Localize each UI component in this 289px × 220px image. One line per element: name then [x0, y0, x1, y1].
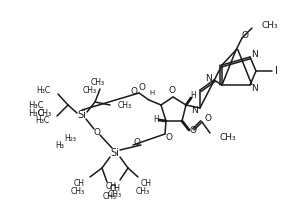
- Text: CH₃: CH₃: [83, 86, 97, 95]
- Text: CH₃: CH₃: [38, 108, 52, 117]
- Text: Si: Si: [77, 110, 86, 120]
- Text: O: O: [166, 132, 173, 141]
- Text: CH: CH: [141, 178, 152, 187]
- Text: CH₃: CH₃: [103, 191, 117, 200]
- Text: H: H: [149, 90, 155, 96]
- Text: H₃: H₃: [55, 141, 64, 150]
- Text: H: H: [153, 114, 159, 123]
- Text: O: O: [168, 86, 175, 95]
- Text: N: N: [206, 73, 212, 82]
- Text: O: O: [138, 82, 145, 92]
- Text: CH₃: CH₃: [71, 187, 85, 196]
- Text: Si: Si: [111, 148, 119, 158]
- Text: CH₃: CH₃: [118, 101, 132, 110]
- Text: H₃C: H₃C: [28, 108, 44, 117]
- Text: CH₃: CH₃: [136, 187, 150, 196]
- Text: H₂₃: H₂₃: [64, 134, 76, 143]
- Text: N: N: [252, 84, 258, 92]
- Text: H₃C: H₃C: [36, 86, 50, 95]
- Text: H₃C: H₃C: [35, 116, 49, 125]
- Text: O: O: [131, 86, 138, 95]
- Text: O: O: [94, 128, 101, 136]
- Text: O: O: [190, 125, 197, 134]
- Text: N: N: [252, 50, 258, 59]
- Text: CH₃: CH₃: [108, 189, 122, 198]
- Text: O: O: [205, 114, 212, 123]
- Text: O: O: [242, 31, 249, 40]
- Text: CH₃: CH₃: [91, 77, 105, 86]
- Text: CH: CH: [106, 182, 117, 191]
- Text: CH₃: CH₃: [261, 20, 278, 29]
- Text: O: O: [134, 138, 140, 147]
- Text: I: I: [275, 66, 279, 76]
- Text: CH: CH: [74, 178, 85, 187]
- Text: H: H: [190, 90, 196, 99]
- Text: CH₃: CH₃: [219, 132, 236, 141]
- Text: N: N: [192, 106, 198, 114]
- Text: CH: CH: [110, 183, 121, 192]
- Text: H₃C: H₃C: [28, 101, 44, 110]
